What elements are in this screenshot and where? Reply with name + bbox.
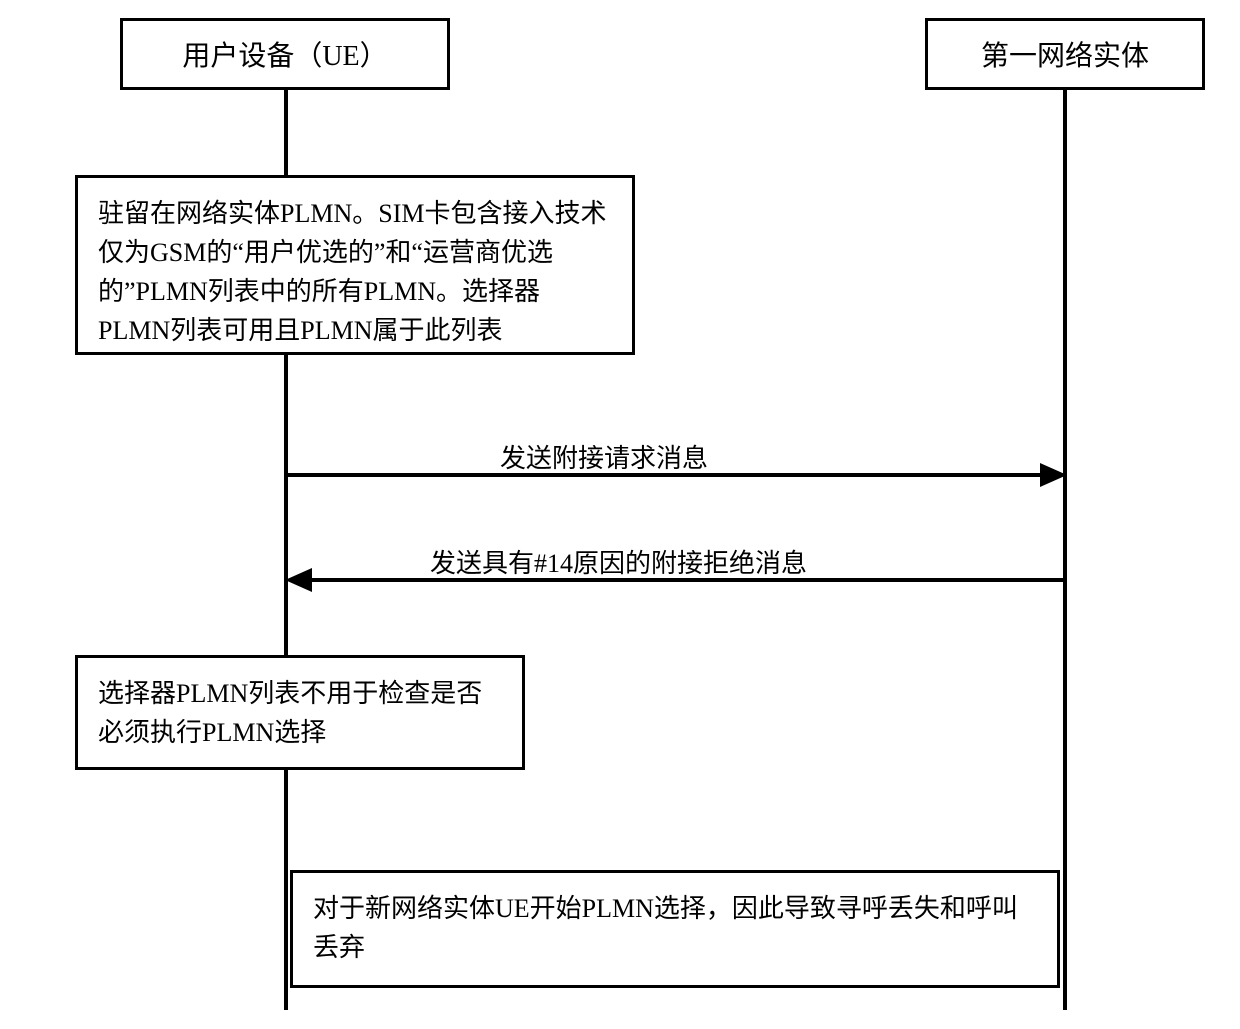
box-initial-state: 驻留在网络实体PLMN。SIM卡包含接入技术仅为GSM的“用户优选的”和“运营商… bbox=[75, 175, 635, 355]
box-result: 对于新网络实体UE开始PLMN选择，因此导致寻呼丢失和呼叫丢弃 bbox=[290, 870, 1060, 988]
actor-ue: 用户设备（UE） bbox=[120, 18, 450, 90]
box-selector-check: 选择器PLMN列表不用于检查是否必须执行PLMN选择 bbox=[75, 655, 525, 770]
sequence-diagram-canvas: 用户设备（UE） 第一网络实体 驻留在网络实体PLMN。SIM卡包含接入技术仅为… bbox=[0, 0, 1240, 1029]
msg-attach-reject-label: 发送具有#14原因的附接拒绝消息 bbox=[430, 549, 807, 578]
box-result-text: 对于新网络实体UE开始PLMN选择，因此导致寻呼丢失和呼叫丢弃 bbox=[313, 894, 1018, 962]
actor-net-label: 第一网络实体 bbox=[981, 34, 1149, 74]
box-initial-state-text: 驻留在网络实体PLMN。SIM卡包含接入技术仅为GSM的“用户优选的”和“运营商… bbox=[98, 199, 606, 345]
actor-net: 第一网络实体 bbox=[925, 18, 1205, 90]
msg-attach-request: 发送附接请求消息 bbox=[500, 438, 708, 475]
lifeline-net bbox=[1063, 90, 1067, 1010]
msg-attach-reject: 发送具有#14原因的附接拒绝消息 bbox=[430, 543, 807, 580]
box-selector-check-text: 选择器PLMN列表不用于检查是否必须执行PLMN选择 bbox=[98, 679, 482, 747]
msg-attach-request-label: 发送附接请求消息 bbox=[500, 444, 708, 473]
actor-ue-label: 用户设备（UE） bbox=[182, 34, 387, 74]
